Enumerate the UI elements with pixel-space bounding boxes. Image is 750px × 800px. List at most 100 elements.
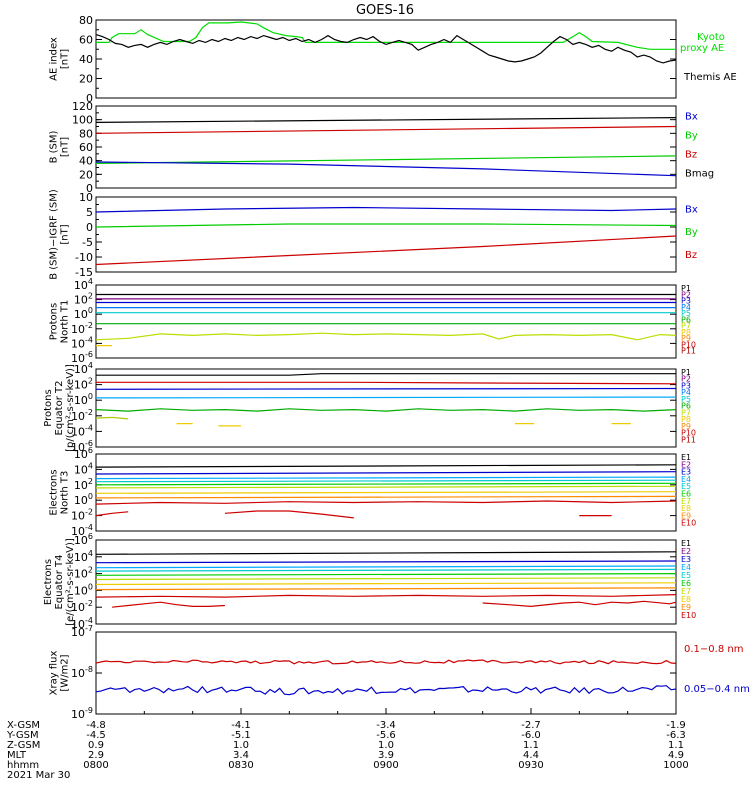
series-line xyxy=(95,659,677,665)
x-tick-label: 1000 xyxy=(663,760,688,771)
panel-xray: 10-9 10-8 10-7 Xray flux [W/m2] 0.1−0.8 nm 0.0… xyxy=(49,624,750,721)
x-tick-label: 2.9 xyxy=(88,750,104,761)
panel-frame xyxy=(95,539,677,625)
x-tick-label: -1.9 xyxy=(666,720,686,731)
legend-entry: P4 xyxy=(681,303,691,312)
legend-entry: P1 xyxy=(681,368,691,377)
x-tick-label: 0.9 xyxy=(88,740,104,751)
panel-frame xyxy=(95,19,677,99)
x-tick-label: -5.1 xyxy=(231,730,251,741)
y-tick-label: 100 xyxy=(74,392,93,407)
y-axis-label: Electrons xyxy=(49,469,60,515)
legend-entry: P3 xyxy=(681,381,691,390)
legend-entry: P10 xyxy=(681,429,696,438)
legend-entry: P6 xyxy=(681,402,691,411)
legend-entry: Themis AE xyxy=(683,72,737,83)
y-axis-label: [nT] xyxy=(60,224,71,244)
legend-entry: P5 xyxy=(681,309,691,318)
y-tick-label: 100 xyxy=(74,582,93,597)
y-tick-label: 102 xyxy=(74,477,93,492)
x-tick-label: 0830 xyxy=(228,760,253,771)
legend-entry: P4 xyxy=(681,388,691,397)
y-axis-label: B (SM)−IGRF (SM) xyxy=(49,189,60,280)
y-axis-label: [nT] xyxy=(60,49,71,69)
y-tick-label: -5 xyxy=(82,236,93,249)
x-tick-label: -5.6 xyxy=(376,730,396,741)
x-tick-label: 4.4 xyxy=(523,750,539,761)
series-line xyxy=(95,479,677,483)
y-tick-label: 20 xyxy=(79,73,93,86)
y-tick-label: 5 xyxy=(86,206,93,219)
x-tick-label: -3.4 xyxy=(376,720,396,731)
y-tick-label: 20 xyxy=(79,168,93,181)
legend-entry: E9 xyxy=(681,603,691,612)
series-line xyxy=(96,381,677,385)
legend-entry: P10 xyxy=(681,340,696,349)
y-tick-label: 100 xyxy=(74,492,93,507)
x-row-label: MLT xyxy=(7,750,27,761)
y-axis-label: [p/(cm²-s-sr-keV)] xyxy=(65,364,76,452)
legend-entry: P8 xyxy=(681,415,691,424)
y-tick-label: 80 xyxy=(79,14,93,27)
series-line xyxy=(95,482,677,486)
y-axis-label: [e/(cm²-s-sr-keV)] xyxy=(65,538,76,626)
y-tick-label: 10-8 xyxy=(71,665,93,680)
legend-entry: By xyxy=(685,227,698,238)
y-tick-label: 80 xyxy=(79,127,93,140)
legend-entry: Bz xyxy=(685,150,697,161)
y-axis-label: Protons xyxy=(49,303,60,340)
y-axis-label: North T1 xyxy=(60,300,71,344)
series-line xyxy=(96,21,676,50)
y-tick-label: 104 xyxy=(74,549,93,564)
y-tick-label: 120 xyxy=(72,100,93,113)
series-line xyxy=(95,387,677,390)
series-line xyxy=(95,223,677,228)
series-line xyxy=(95,155,677,164)
series-line xyxy=(95,485,677,489)
y-axis-label: [nT] xyxy=(60,137,71,157)
x-tick-label: 4.9 xyxy=(668,750,684,761)
y-tick-label: 100 xyxy=(74,306,93,321)
legend-entry: P7 xyxy=(681,322,691,331)
x-row-label: Z-GSM xyxy=(7,740,40,751)
legend-entry: Bx xyxy=(685,204,698,215)
y-tick-label: 10-7 xyxy=(71,624,93,639)
x-tick-label: -2.7 xyxy=(521,720,541,731)
x-tick-label: 1.0 xyxy=(378,740,394,751)
series-line xyxy=(95,491,677,494)
legend-entry: E8 xyxy=(681,504,691,513)
y-tick-label: 10-2 xyxy=(71,508,93,523)
legend-entry: proxy AE xyxy=(680,43,724,54)
legend-entry: E2 xyxy=(681,460,691,469)
legend-entry: 0.1−0.8 nm xyxy=(684,644,743,655)
legend-entry: P1 xyxy=(681,284,691,293)
y-axis-label: [W/m2] xyxy=(60,654,71,691)
date-label: 2021 Mar 30 xyxy=(7,770,70,781)
series-line xyxy=(95,500,677,505)
series-line xyxy=(95,464,677,468)
legend-entry: Kyoto xyxy=(697,32,725,43)
x-tick-label: 1.1 xyxy=(668,740,684,751)
legend-entry: P8 xyxy=(681,328,691,337)
series-line xyxy=(95,476,677,480)
y-tick-label: 10 xyxy=(79,191,93,204)
y-tick-label: 100 xyxy=(72,114,93,127)
series-line xyxy=(95,587,677,591)
series-line xyxy=(95,161,677,177)
legend-entry: P7 xyxy=(681,408,691,417)
series-line xyxy=(95,560,677,564)
x-tick-label: 0930 xyxy=(518,760,543,771)
x-tick-label: -4.1 xyxy=(231,720,251,731)
legend-entry: E1 xyxy=(681,539,691,548)
y-tick-label: 60 xyxy=(79,141,93,154)
series-line xyxy=(95,235,677,266)
legend-entry: P5 xyxy=(681,395,691,404)
panel-frame xyxy=(95,284,677,359)
y-axis-label: Electrons xyxy=(43,559,54,605)
